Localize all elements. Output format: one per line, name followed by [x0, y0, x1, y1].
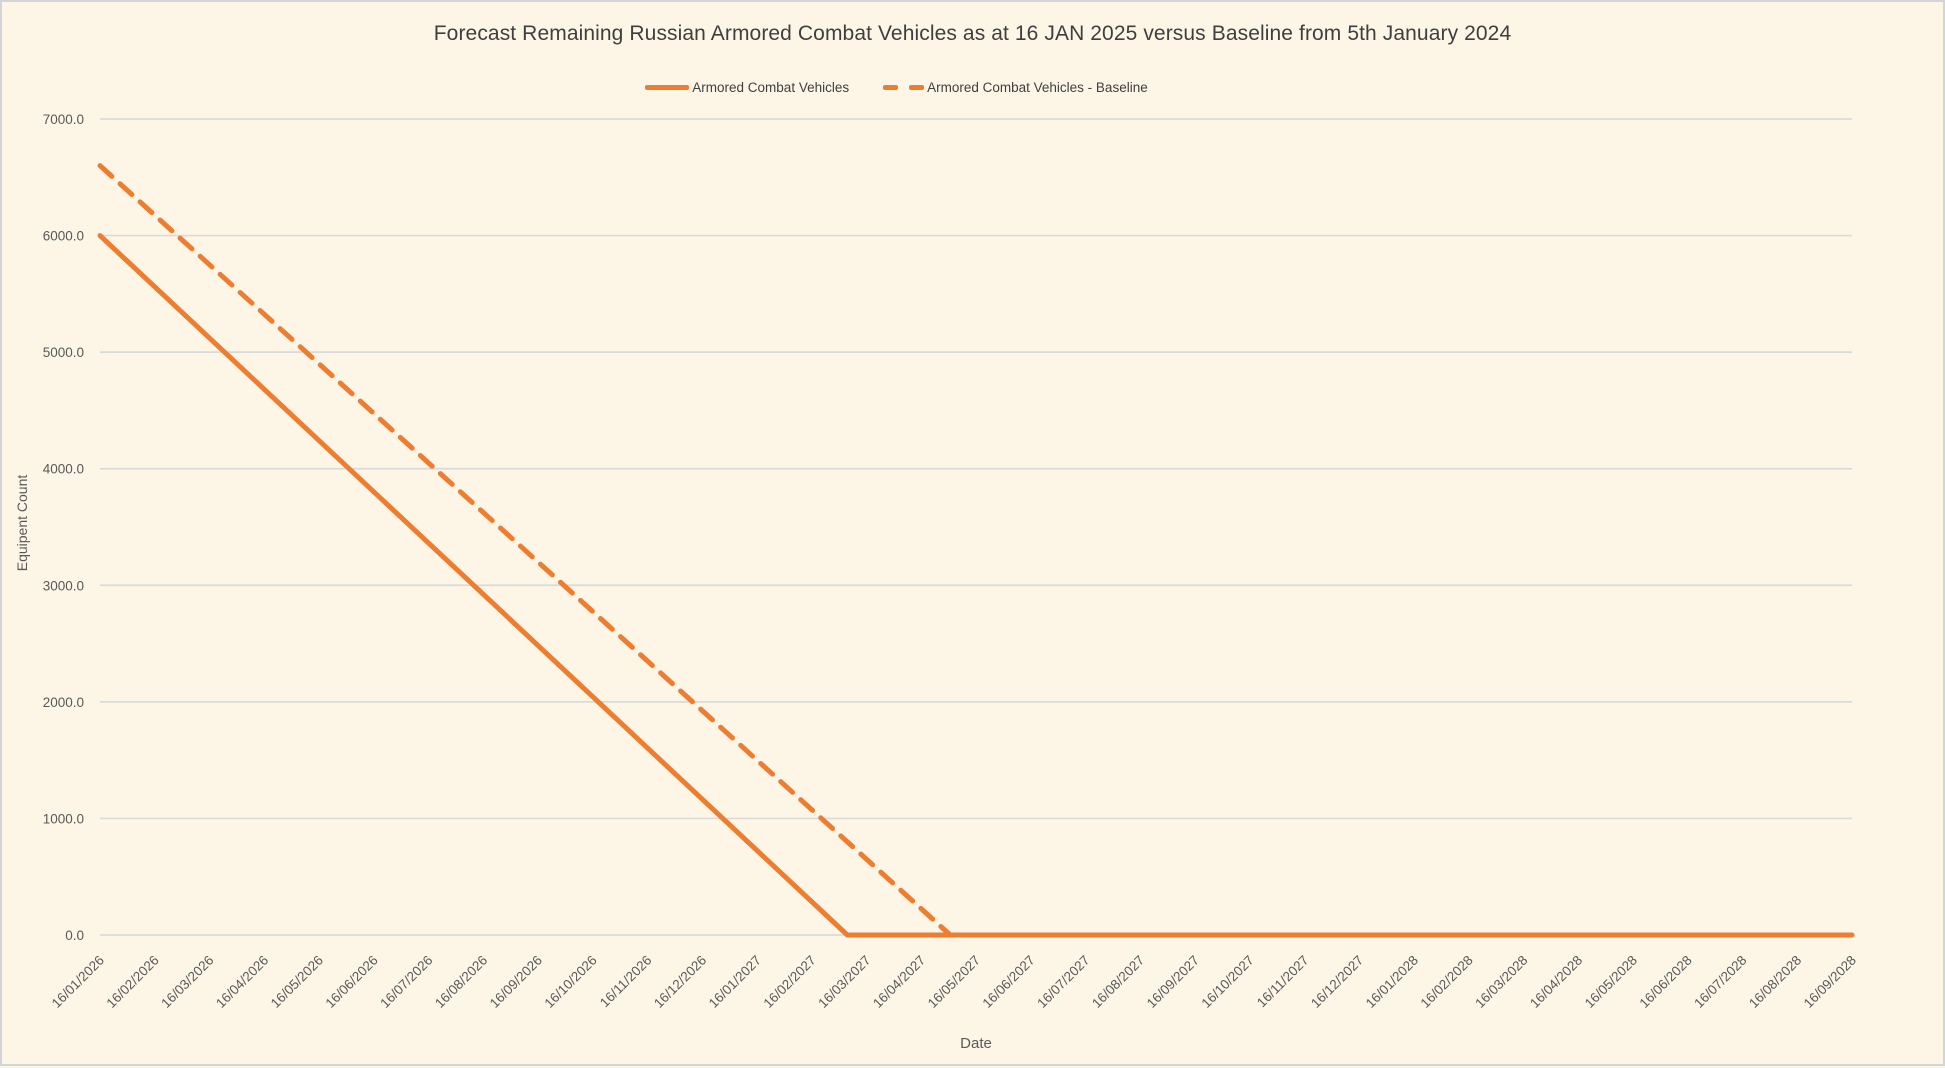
x-axis-tick-label: 16/03/2027	[815, 953, 873, 1011]
x-axis-tick-label: 16/06/2026	[322, 953, 380, 1011]
x-axis-tick-label: 16/08/2027	[1089, 953, 1147, 1011]
x-axis-tick-label: 16/05/2028	[1582, 953, 1640, 1011]
x-axis-tick-label: 16/08/2026	[432, 953, 490, 1011]
x-axis-tick-label: 16/12/2026	[651, 953, 709, 1011]
series-line-dashed	[97, 163, 1855, 938]
x-axis-tick-label: 16/10/2027	[1198, 953, 1256, 1011]
x-axis-tick-label: 16/10/2026	[541, 953, 599, 1011]
x-axis-tick-label: 16/07/2026	[377, 953, 435, 1011]
legend-item-baseline: Armored Combat Vehicles - Baseline	[883, 80, 1148, 95]
legend-solid-line-swatch	[645, 85, 690, 90]
x-axis-tick-label: 16/11/2026	[597, 953, 655, 1011]
x-axis-tick-label: 16/03/2028	[1472, 953, 1530, 1011]
x-axis-tick-label: 16/07/2027	[1034, 953, 1092, 1011]
x-axis-tick-label: 16/02/2026	[103, 953, 161, 1011]
x-axis-tick-label: 16/09/2027	[1144, 953, 1202, 1011]
x-axis-tick-label: 16/02/2028	[1417, 953, 1475, 1011]
legend: Armored Combat Vehicles Armored Combat V…	[0, 80, 1867, 95]
x-axis-tick-label: 16/04/2026	[213, 953, 271, 1011]
legend-item-armored-combat-vehicles: Armored Combat Vehicles	[645, 80, 849, 95]
x-axis-tick-label: 16/05/2026	[268, 953, 326, 1011]
x-axis-tick-label: 16/01/2028	[1363, 953, 1421, 1011]
y-axis-tick-label: 1000.0	[43, 811, 84, 826]
y-axis-tick-label: 6000.0	[43, 229, 84, 244]
x-axis-tick-label: 16/06/2028	[1636, 953, 1694, 1011]
legend-label-baseline: Armored Combat Vehicles - Baseline	[927, 80, 1148, 95]
x-axis-tick-label: 16/09/2028	[1801, 953, 1859, 1011]
x-axis-tick-label: 16/02/2027	[760, 953, 818, 1011]
x-axis-tick-label: 16/03/2026	[158, 953, 216, 1011]
x-axis-tick-label: 16/07/2028	[1691, 953, 1749, 1011]
x-axis-tick-label: 16/01/2027	[706, 953, 764, 1011]
legend-label-armored-combat-vehicles: Armored Combat Vehicles	[692, 80, 850, 95]
x-axis-title: Date	[960, 1035, 992, 1052]
x-axis-tick-label: 16/04/2028	[1527, 953, 1585, 1011]
y-axis-tick-label: 5000.0	[43, 345, 84, 360]
x-axis-tick-label: 16/12/2027	[1308, 953, 1366, 1011]
legend-dashed-line-swatch	[883, 85, 925, 90]
x-axis-tick-label: 16/05/2027	[925, 953, 983, 1011]
x-axis-tick-label: 16/06/2027	[979, 953, 1037, 1011]
y-axis-tick-label: 7000.0	[43, 112, 84, 127]
x-axis-tick-label: 16/01/2026	[49, 953, 107, 1011]
x-axis-tick-label: 16/11/2027	[1254, 953, 1312, 1011]
y-axis-tick-label: 3000.0	[43, 578, 84, 593]
chart-title: Forecast Remaining Russian Armored Comba…	[433, 22, 1512, 45]
x-axis-tick-label: 16/04/2027	[870, 953, 928, 1011]
y-axis-tick-label: 4000.0	[43, 462, 84, 477]
x-axis-tick-label: 16/09/2026	[487, 953, 545, 1011]
x-axis-tick-label: 16/08/2028	[1746, 953, 1804, 1011]
y-axis-tick-label: 2000.0	[43, 695, 84, 710]
y-axis-tick-label: 0.0	[65, 928, 84, 943]
